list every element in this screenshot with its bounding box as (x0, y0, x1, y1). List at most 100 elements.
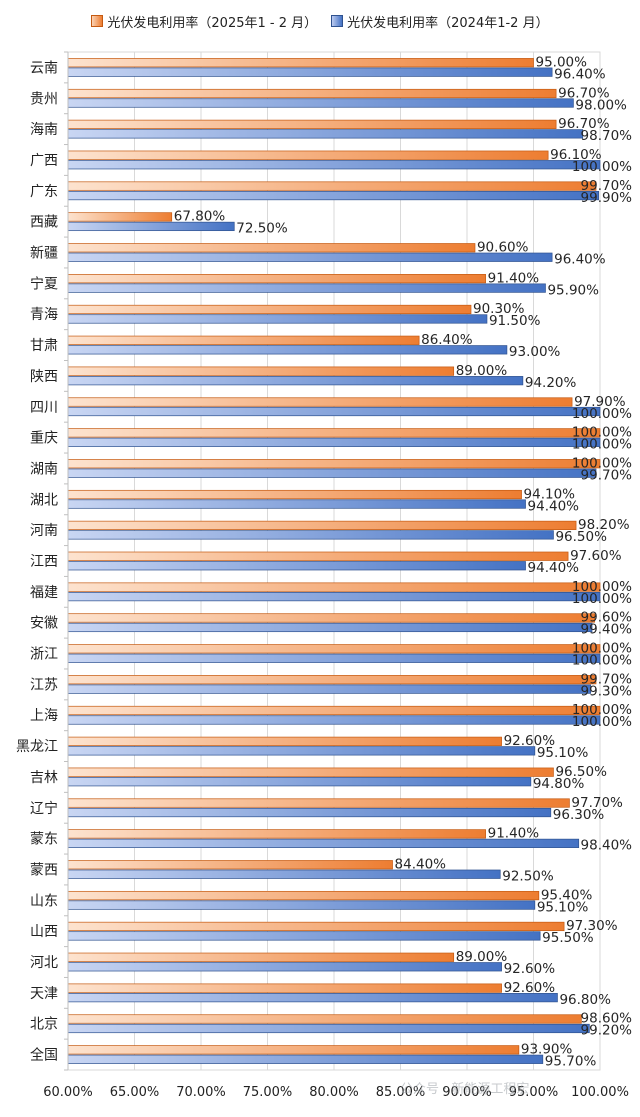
bar-2025 (67, 890, 540, 901)
y-category-label: 湖南 (30, 461, 58, 477)
bar-2025 (67, 459, 601, 469)
data-label-2024: 100.00% (572, 159, 632, 175)
y-category-label: 蒙东 (30, 832, 58, 848)
bar-2024 (67, 746, 536, 756)
bar-2025 (67, 736, 502, 746)
data-label-2025: 96.10% (550, 147, 602, 163)
bar-2024 (67, 160, 601, 170)
bar-2025 (67, 520, 577, 531)
x-tick-label: 60.00% (43, 1085, 93, 1100)
data-label-2025: 100.00% (572, 425, 632, 441)
x-tick-label: 85.00% (376, 1085, 426, 1100)
data-label-2025: 95.00% (536, 54, 588, 70)
data-label-2025: 99.70% (581, 671, 633, 687)
bar-2025 (67, 243, 476, 253)
bar-2025 (67, 921, 565, 932)
data-label-2024: 100.00% (572, 406, 632, 422)
bar-2024 (67, 561, 526, 571)
data-label-2025: 92.60% (504, 733, 556, 749)
data-label-2025: 99.70% (581, 178, 633, 194)
data-label-2024: 95.50% (542, 930, 594, 946)
data-label-2025: 89.00% (456, 949, 508, 965)
bar-2025 (67, 119, 557, 129)
data-label-2025: 93.90% (521, 1042, 573, 1058)
data-label-2025: 96.70% (558, 116, 610, 132)
x-tick-label: 75.00% (243, 1085, 293, 1100)
watermark: 公众号 · 新能源工程宏 (400, 1082, 530, 1097)
bar-2024 (67, 129, 584, 139)
data-label-2024: 98.00% (575, 97, 627, 113)
bar-2025 (67, 335, 420, 345)
gridlines (67, 51, 601, 1071)
legend: 光伏发电利用率（2025年1 - 2 月） 光伏发电利用率（2024年1-2 月… (0, 10, 640, 32)
data-label-2025: 90.30% (473, 301, 525, 317)
bar-2024 (67, 283, 546, 293)
bar-2025 (67, 1045, 520, 1055)
data-label-2025: 99.60% (581, 610, 633, 626)
x-tick-label: 95.00% (509, 1085, 559, 1100)
x-tick-label: 70.00% (176, 1085, 226, 1100)
bar-2025 (67, 860, 393, 870)
data-label-2024: 96.40% (554, 252, 606, 268)
y-category-label: 天津 (30, 986, 58, 1002)
y-category-label: 山西 (30, 924, 58, 940)
y-category-label: 云南 (30, 60, 58, 76)
y-category-label: 安徽 (30, 616, 58, 632)
bar-2024 (67, 406, 601, 417)
y-category-label: 四川 (30, 400, 58, 416)
y-category-label: 江苏 (30, 677, 58, 693)
data-label-2024: 95.10% (537, 745, 589, 761)
legend-swatch-2025 (91, 15, 104, 27)
data-label-2024: 96.80% (559, 992, 611, 1008)
bar-2024 (67, 900, 536, 910)
data-label-2024: 96.30% (553, 807, 605, 823)
bar-2024 (67, 468, 597, 478)
data-label-2024: 94.40% (528, 560, 580, 576)
bar-2025 (67, 644, 601, 654)
bar-2024 (67, 1054, 544, 1064)
bar-2025 (67, 304, 472, 315)
legend-label-2024: 光伏发电利用率（2024年1-2 月） (347, 15, 549, 31)
bar-2025 (67, 181, 597, 191)
data-label-2025: 96.70% (558, 85, 610, 101)
y-category-label: 青海 (30, 307, 58, 323)
data-label-2024: 95.90% (547, 282, 599, 298)
bar-2025 (67, 767, 554, 777)
data-label-2024: 98.70% (581, 128, 633, 144)
y-category-label: 福建 (30, 585, 58, 601)
bar-2024 (67, 962, 502, 972)
x-tick-label: 100.00% (571, 1085, 629, 1100)
bar-2024 (67, 67, 553, 77)
y-category-label: 河南 (30, 523, 58, 539)
y-category-label: 广东 (30, 184, 58, 200)
bar-2025 (67, 58, 534, 68)
y-category-label: 河北 (30, 955, 58, 971)
data-label-2025: 92.60% (504, 980, 556, 996)
data-label-2024: 99.90% (581, 190, 633, 206)
bar-2024 (67, 653, 601, 663)
data-label-2025: 89.00% (456, 363, 508, 379)
data-label-2024: 98.40% (581, 838, 633, 854)
bar-2025 (67, 366, 455, 376)
data-label-2025: 98.20% (578, 517, 630, 533)
data-label-2025: 100.00% (572, 579, 632, 595)
y-category-label: 甘肃 (30, 338, 58, 354)
data-label-2025: 97.70% (571, 795, 623, 811)
data-label-2025: 67.80% (174, 209, 226, 225)
y-category-label: 全国 (30, 1047, 58, 1064)
data-label-2024: 100.00% (572, 591, 632, 607)
bar-2024 (67, 314, 488, 324)
data-label-2025: 97.90% (574, 394, 626, 410)
bar-2025 (67, 675, 597, 685)
bar-2025 (67, 489, 522, 500)
data-label-2025: 94.10% (524, 486, 576, 502)
y-category-label: 浙江 (30, 647, 58, 663)
data-label-2025: 98.60% (581, 1011, 633, 1027)
bar-2024 (67, 684, 592, 694)
y-category-label: 新疆 (30, 246, 58, 262)
x-tick-label: 80.00% (309, 1085, 359, 1100)
bar-2025 (67, 952, 455, 962)
legend-item-2025: 光伏发电利用率（2025年1 - 2 月） (91, 10, 317, 32)
bar-2025 (67, 551, 569, 561)
